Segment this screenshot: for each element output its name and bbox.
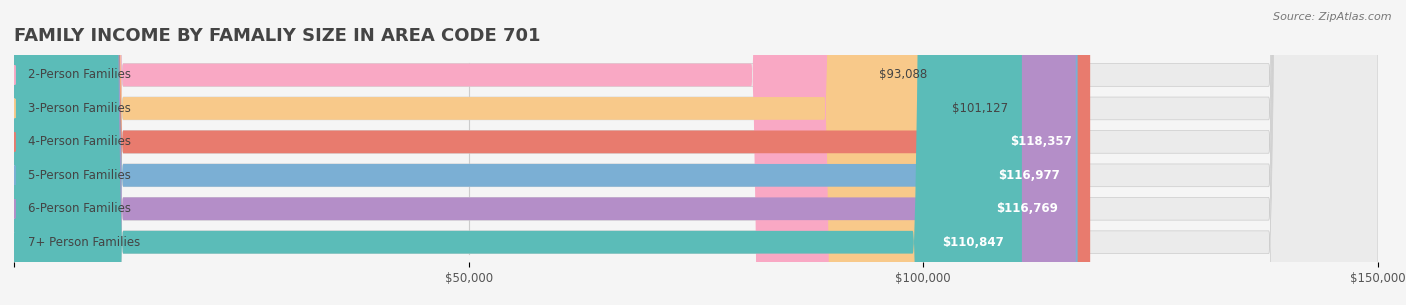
FancyBboxPatch shape: [14, 0, 1076, 305]
Text: FAMILY INCOME BY FAMALIY SIZE IN AREA CODE 701: FAMILY INCOME BY FAMALIY SIZE IN AREA CO…: [14, 27, 540, 45]
FancyBboxPatch shape: [14, 0, 1090, 305]
Text: 4-Person Families: 4-Person Families: [28, 135, 131, 148]
Text: 7+ Person Families: 7+ Person Families: [28, 236, 141, 249]
FancyBboxPatch shape: [14, 0, 1378, 305]
FancyBboxPatch shape: [14, 0, 1378, 305]
Text: 3-Person Families: 3-Person Families: [28, 102, 131, 115]
FancyBboxPatch shape: [14, 0, 1378, 305]
Text: $93,088: $93,088: [879, 68, 927, 81]
FancyBboxPatch shape: [14, 0, 1077, 305]
Text: $116,769: $116,769: [995, 202, 1057, 215]
Text: 5-Person Families: 5-Person Families: [28, 169, 131, 182]
FancyBboxPatch shape: [14, 0, 1378, 305]
Text: 6-Person Families: 6-Person Families: [28, 202, 131, 215]
Text: $101,127: $101,127: [952, 102, 1008, 115]
FancyBboxPatch shape: [14, 0, 1022, 305]
Text: Source: ZipAtlas.com: Source: ZipAtlas.com: [1274, 12, 1392, 22]
Text: $116,977: $116,977: [998, 169, 1060, 182]
FancyBboxPatch shape: [14, 0, 934, 305]
FancyBboxPatch shape: [14, 0, 860, 305]
FancyBboxPatch shape: [14, 0, 1378, 305]
Text: $118,357: $118,357: [1011, 135, 1071, 148]
Text: $110,847: $110,847: [942, 236, 1004, 249]
FancyBboxPatch shape: [14, 0, 1378, 305]
Text: 2-Person Families: 2-Person Families: [28, 68, 131, 81]
